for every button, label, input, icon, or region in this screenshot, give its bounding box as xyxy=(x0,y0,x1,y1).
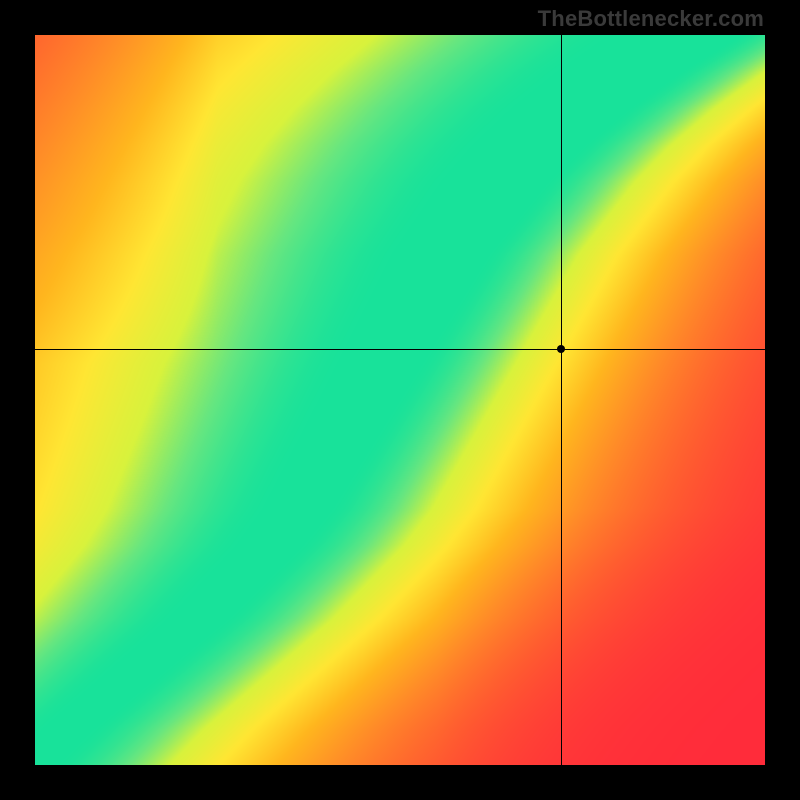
crosshair-horizontal xyxy=(35,349,765,350)
intersection-marker xyxy=(557,345,565,353)
chart-frame: TheBottlenecker.com xyxy=(0,0,800,800)
heatmap-canvas xyxy=(35,35,765,765)
crosshair-vertical xyxy=(561,35,562,765)
watermark-label: TheBottlenecker.com xyxy=(538,6,764,32)
